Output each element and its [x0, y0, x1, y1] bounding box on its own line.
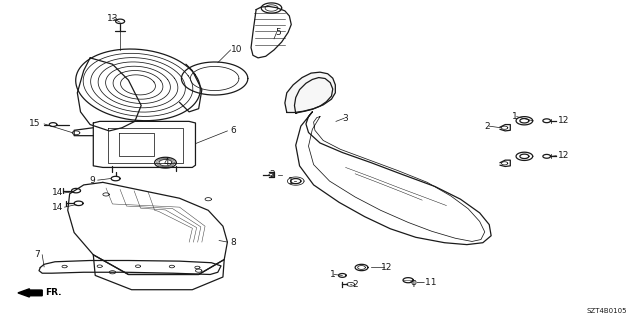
Text: 5: 5	[275, 28, 281, 37]
Text: 2: 2	[352, 280, 358, 289]
Text: 8: 8	[230, 238, 236, 247]
Text: 6: 6	[230, 126, 236, 135]
Text: 2: 2	[269, 170, 275, 179]
Text: 4: 4	[164, 158, 169, 167]
Text: 12: 12	[558, 151, 570, 160]
Text: SZT4B0105: SZT4B0105	[586, 308, 627, 314]
Text: 9: 9	[90, 176, 95, 185]
Text: 14: 14	[52, 203, 63, 211]
Text: φ—11: φ—11	[411, 278, 437, 287]
Text: 14: 14	[52, 188, 63, 197]
Text: 13: 13	[107, 14, 118, 23]
Text: 7: 7	[35, 250, 40, 259]
Text: 12: 12	[558, 116, 570, 125]
Text: 2: 2	[484, 122, 490, 131]
Text: 1: 1	[512, 112, 518, 121]
Text: 12: 12	[381, 263, 392, 272]
Text: 1: 1	[289, 177, 294, 186]
Text: FR.: FR.	[45, 288, 62, 297]
Text: 1: 1	[330, 270, 335, 279]
Polygon shape	[285, 72, 335, 113]
Text: 3: 3	[342, 114, 348, 123]
Text: 10: 10	[230, 45, 242, 55]
Text: 15: 15	[29, 119, 40, 129]
FancyArrow shape	[18, 289, 42, 297]
